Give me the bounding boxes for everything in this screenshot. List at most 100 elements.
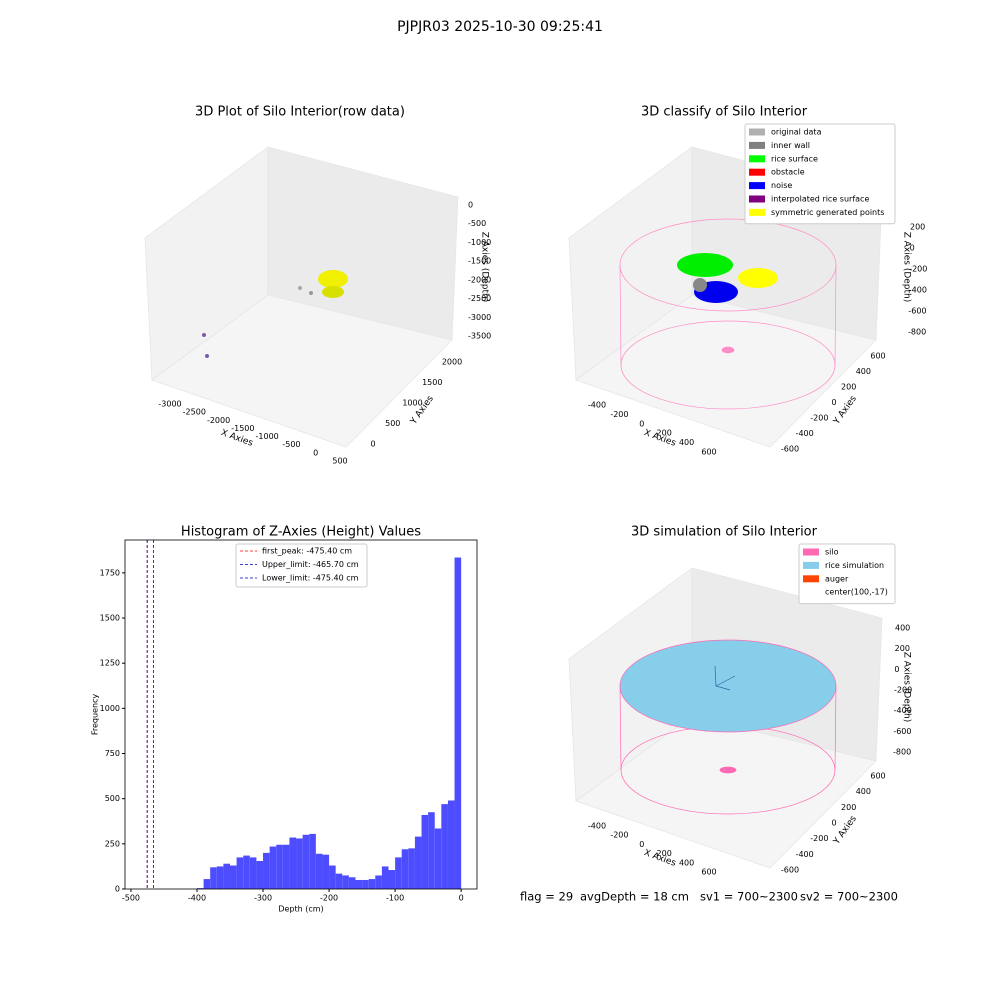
x-tick-label: -300 bbox=[254, 894, 272, 903]
z-tick-label: -3500 bbox=[468, 332, 491, 341]
legend-swatch bbox=[749, 168, 765, 176]
bar bbox=[381, 866, 389, 889]
chart-title: 3D simulation of Silo Interior bbox=[631, 525, 818, 540]
legend-label: Upper_limit: -465.70 cm bbox=[262, 560, 359, 569]
bar bbox=[335, 873, 343, 889]
legend-swatch bbox=[749, 155, 765, 163]
z-tick-label: -200 bbox=[894, 686, 912, 695]
y-tick-label: 600 bbox=[870, 352, 885, 361]
bar bbox=[296, 838, 303, 889]
z-tick-label: -800 bbox=[908, 328, 926, 337]
y-tick-label: 500 bbox=[385, 419, 400, 428]
z-axis-label: Z Axies (Depth) bbox=[480, 232, 490, 303]
y-tick-label: -200 bbox=[810, 834, 828, 843]
bar bbox=[355, 879, 363, 889]
legend-box bbox=[235, 543, 368, 588]
footer-text: sv2 = 700~2300 bbox=[800, 890, 898, 904]
x-tick-label: 200 bbox=[657, 849, 672, 858]
y-tick-label: 1500 bbox=[100, 614, 120, 623]
legend-label: first_peak: -475.40 cm bbox=[262, 547, 352, 556]
legend-label: auger bbox=[825, 574, 849, 583]
x-tick-label: -200 bbox=[320, 894, 338, 903]
legend-box bbox=[798, 543, 896, 605]
bar bbox=[401, 849, 409, 889]
pane bbox=[575, 715, 877, 869]
chart-title: 3D classify of Silo Interior bbox=[641, 105, 808, 120]
bar bbox=[302, 834, 310, 889]
x-axis-label: Depth (cm) bbox=[278, 905, 323, 914]
z-tick-label: -3000 bbox=[468, 313, 491, 322]
x-tick-label: -200 bbox=[610, 410, 628, 419]
bar bbox=[421, 814, 429, 889]
bar bbox=[236, 857, 244, 889]
z-axis-label: Z Axies (Depth) bbox=[902, 232, 912, 303]
z-tick-label: 200 bbox=[895, 644, 910, 653]
bar bbox=[329, 865, 336, 889]
bar bbox=[276, 844, 283, 889]
bar bbox=[348, 877, 356, 889]
bar bbox=[428, 812, 435, 889]
legend-swatch bbox=[749, 195, 765, 203]
z-tick-label: 0 bbox=[910, 244, 915, 253]
x-tick-label: -400 bbox=[588, 401, 606, 410]
z-tick-label: -500 bbox=[468, 219, 486, 228]
x-tick-label: 500 bbox=[332, 457, 347, 466]
y-tick-label: -600 bbox=[781, 445, 799, 454]
y-tick-label: 500 bbox=[105, 794, 120, 803]
axes-3d bbox=[144, 146, 459, 448]
bar bbox=[322, 854, 330, 889]
bar bbox=[203, 879, 211, 889]
silo-simulation bbox=[619, 639, 837, 815]
y-tick-label: 200 bbox=[841, 803, 856, 812]
legend-swatch bbox=[803, 548, 819, 556]
bar bbox=[434, 828, 442, 889]
x-tick-label: 0 bbox=[639, 840, 644, 849]
bar bbox=[282, 844, 290, 889]
legend-swatch bbox=[749, 182, 765, 190]
z-tick-label: -600 bbox=[908, 307, 926, 316]
bar bbox=[210, 867, 217, 889]
x-tick-label: -2500 bbox=[183, 408, 206, 417]
z-axis-label: Z Axies (Depth) bbox=[902, 652, 912, 723]
bar bbox=[408, 848, 415, 889]
footer: flag = 29 avgDepth = 18 cm sv1 = 700~2300 s… bbox=[520, 890, 898, 904]
x-tick-label: -400 bbox=[188, 894, 206, 903]
x-tick-label: 0 bbox=[639, 419, 644, 428]
y-tick-label: 1000 bbox=[100, 704, 120, 713]
bar bbox=[196, 888, 204, 889]
x-tick-label: 200 bbox=[657, 429, 672, 438]
legend-label: symmetric generated points bbox=[771, 208, 884, 217]
y-tick-label: 400 bbox=[856, 787, 871, 796]
legend-swatch bbox=[803, 575, 819, 583]
x-tick-label: 0 bbox=[459, 894, 464, 903]
x-tick-label: -2000 bbox=[207, 416, 230, 425]
y-tick-label: 250 bbox=[105, 839, 120, 848]
bar bbox=[388, 870, 396, 889]
pane bbox=[151, 294, 453, 448]
y-tick-label: 1500 bbox=[422, 378, 442, 387]
bar bbox=[315, 853, 323, 889]
z-tick-label: 0 bbox=[468, 201, 473, 210]
y-tick-label: -200 bbox=[810, 414, 828, 423]
y-tick-label: 0 bbox=[831, 398, 836, 407]
y-tick-label: 400 bbox=[856, 367, 871, 376]
z-tick-label: -1500 bbox=[468, 257, 491, 266]
x-tick-label: -200 bbox=[610, 831, 628, 840]
y-tick-label: 0 bbox=[831, 819, 836, 828]
footer-text: avgDepth = 18 cm bbox=[580, 890, 689, 904]
legend-swatch bbox=[803, 561, 819, 569]
bar bbox=[269, 846, 277, 889]
legend-label: center(100,-17) bbox=[825, 588, 888, 597]
footer-text: flag = 29 bbox=[520, 890, 573, 904]
legend-label: obstacle bbox=[771, 168, 805, 177]
legend-box bbox=[744, 123, 896, 225]
z-tick-label: -600 bbox=[893, 727, 911, 736]
z-tick-label: -400 bbox=[909, 286, 927, 295]
bar bbox=[309, 833, 316, 889]
z-tick-label: -400 bbox=[894, 706, 912, 715]
z-tick-label: -200 bbox=[909, 265, 927, 274]
bar bbox=[263, 852, 270, 889]
legend-swatch bbox=[749, 128, 765, 136]
legend-label: original data bbox=[771, 128, 822, 137]
